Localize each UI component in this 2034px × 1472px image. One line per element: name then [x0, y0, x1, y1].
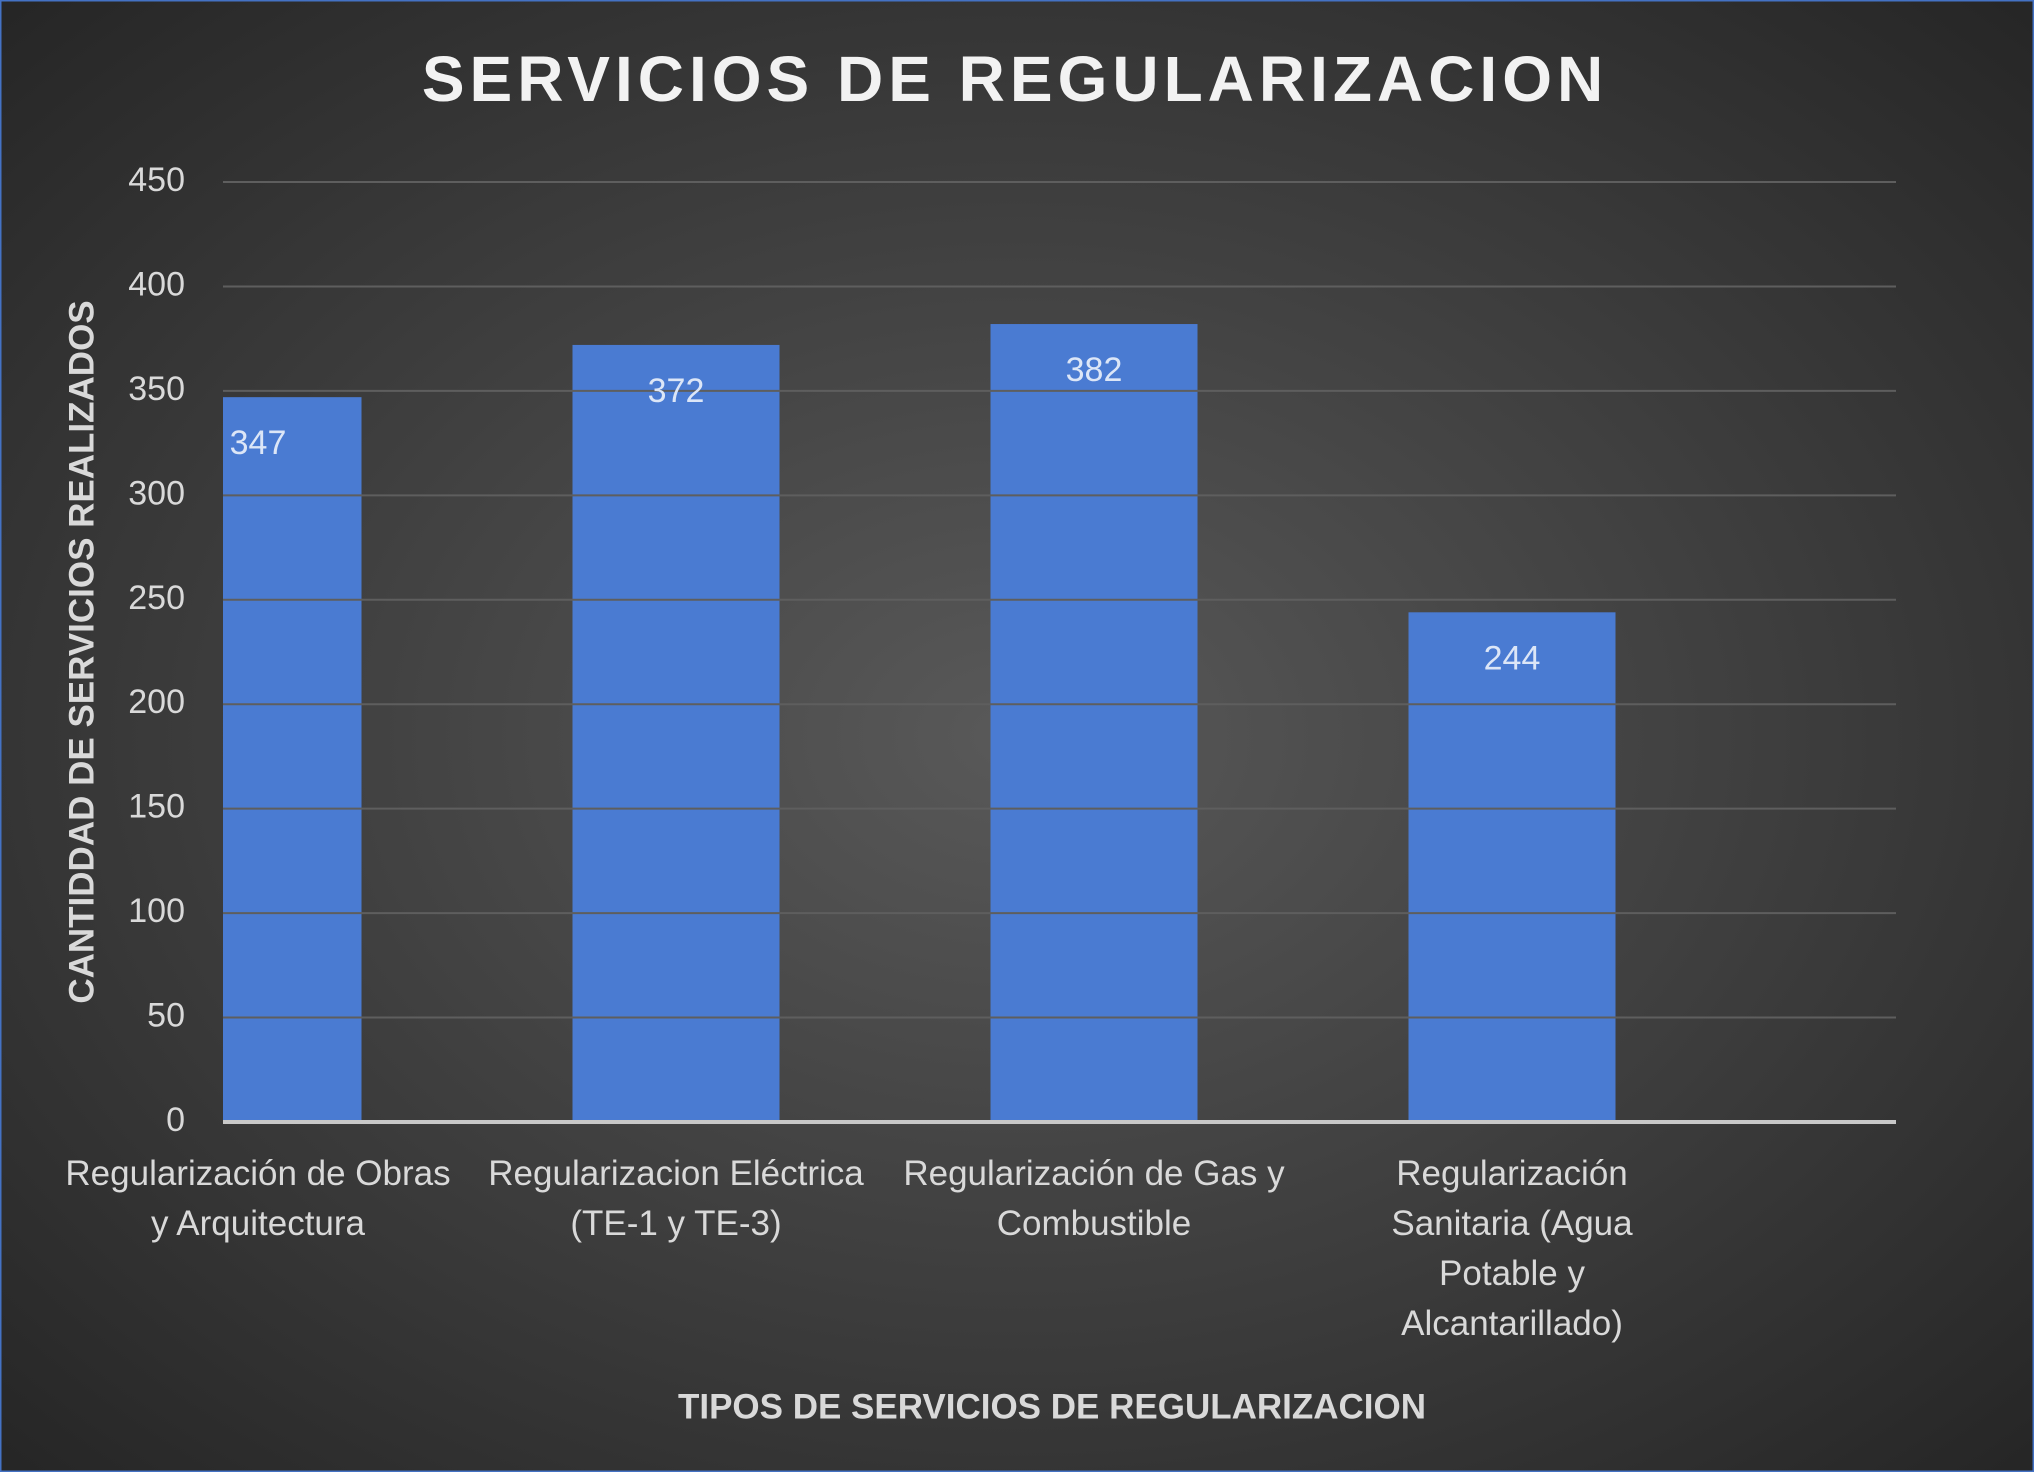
y-tick-label: 50 [147, 997, 185, 1035]
y-tick-label: 0 [166, 1101, 185, 1139]
x-tick-label: Regularización de Gas y Combustible [903, 1154, 1285, 1243]
x-tick-label: Regularización Sanitaria (Agua Potable y Al… [1391, 1154, 1633, 1343]
data-label: 372 [648, 372, 705, 410]
y-tick-label: 300 [128, 474, 185, 512]
y-tick-label: 350 [128, 370, 185, 408]
data-label: 347 [230, 424, 287, 462]
bar [1408, 612, 1616, 1122]
data-label: 244 [1484, 639, 1541, 677]
bar [223, 397, 362, 1123]
y-axis-title: CANTIDDAD DE SERVICIOS REALIZADOS [62, 300, 101, 1003]
y-tick-label: 100 [128, 892, 185, 930]
y-tick-label: 150 [128, 788, 185, 826]
chart-title: SERVICIOS DE REGULARIZACION [422, 43, 1608, 115]
bar [572, 344, 780, 1122]
plot-area [223, 324, 1616, 1123]
y-tick-label: 400 [128, 265, 185, 303]
x-tick-label: Regularización de Obras y Arquitectura [65, 1154, 450, 1243]
data-label: 382 [1066, 351, 1123, 389]
x-tick-label: Regularizacion Eléctrica (TE-1 y TE-3) [488, 1154, 864, 1243]
y-tick-label: 450 [128, 161, 185, 199]
y-tick-label: 250 [128, 579, 185, 617]
x-axis-title: TIPOS DE SERVICIOS DE REGULARIZACION [678, 1387, 1426, 1426]
bar [990, 324, 1198, 1122]
y-tick-label: 200 [128, 683, 185, 721]
